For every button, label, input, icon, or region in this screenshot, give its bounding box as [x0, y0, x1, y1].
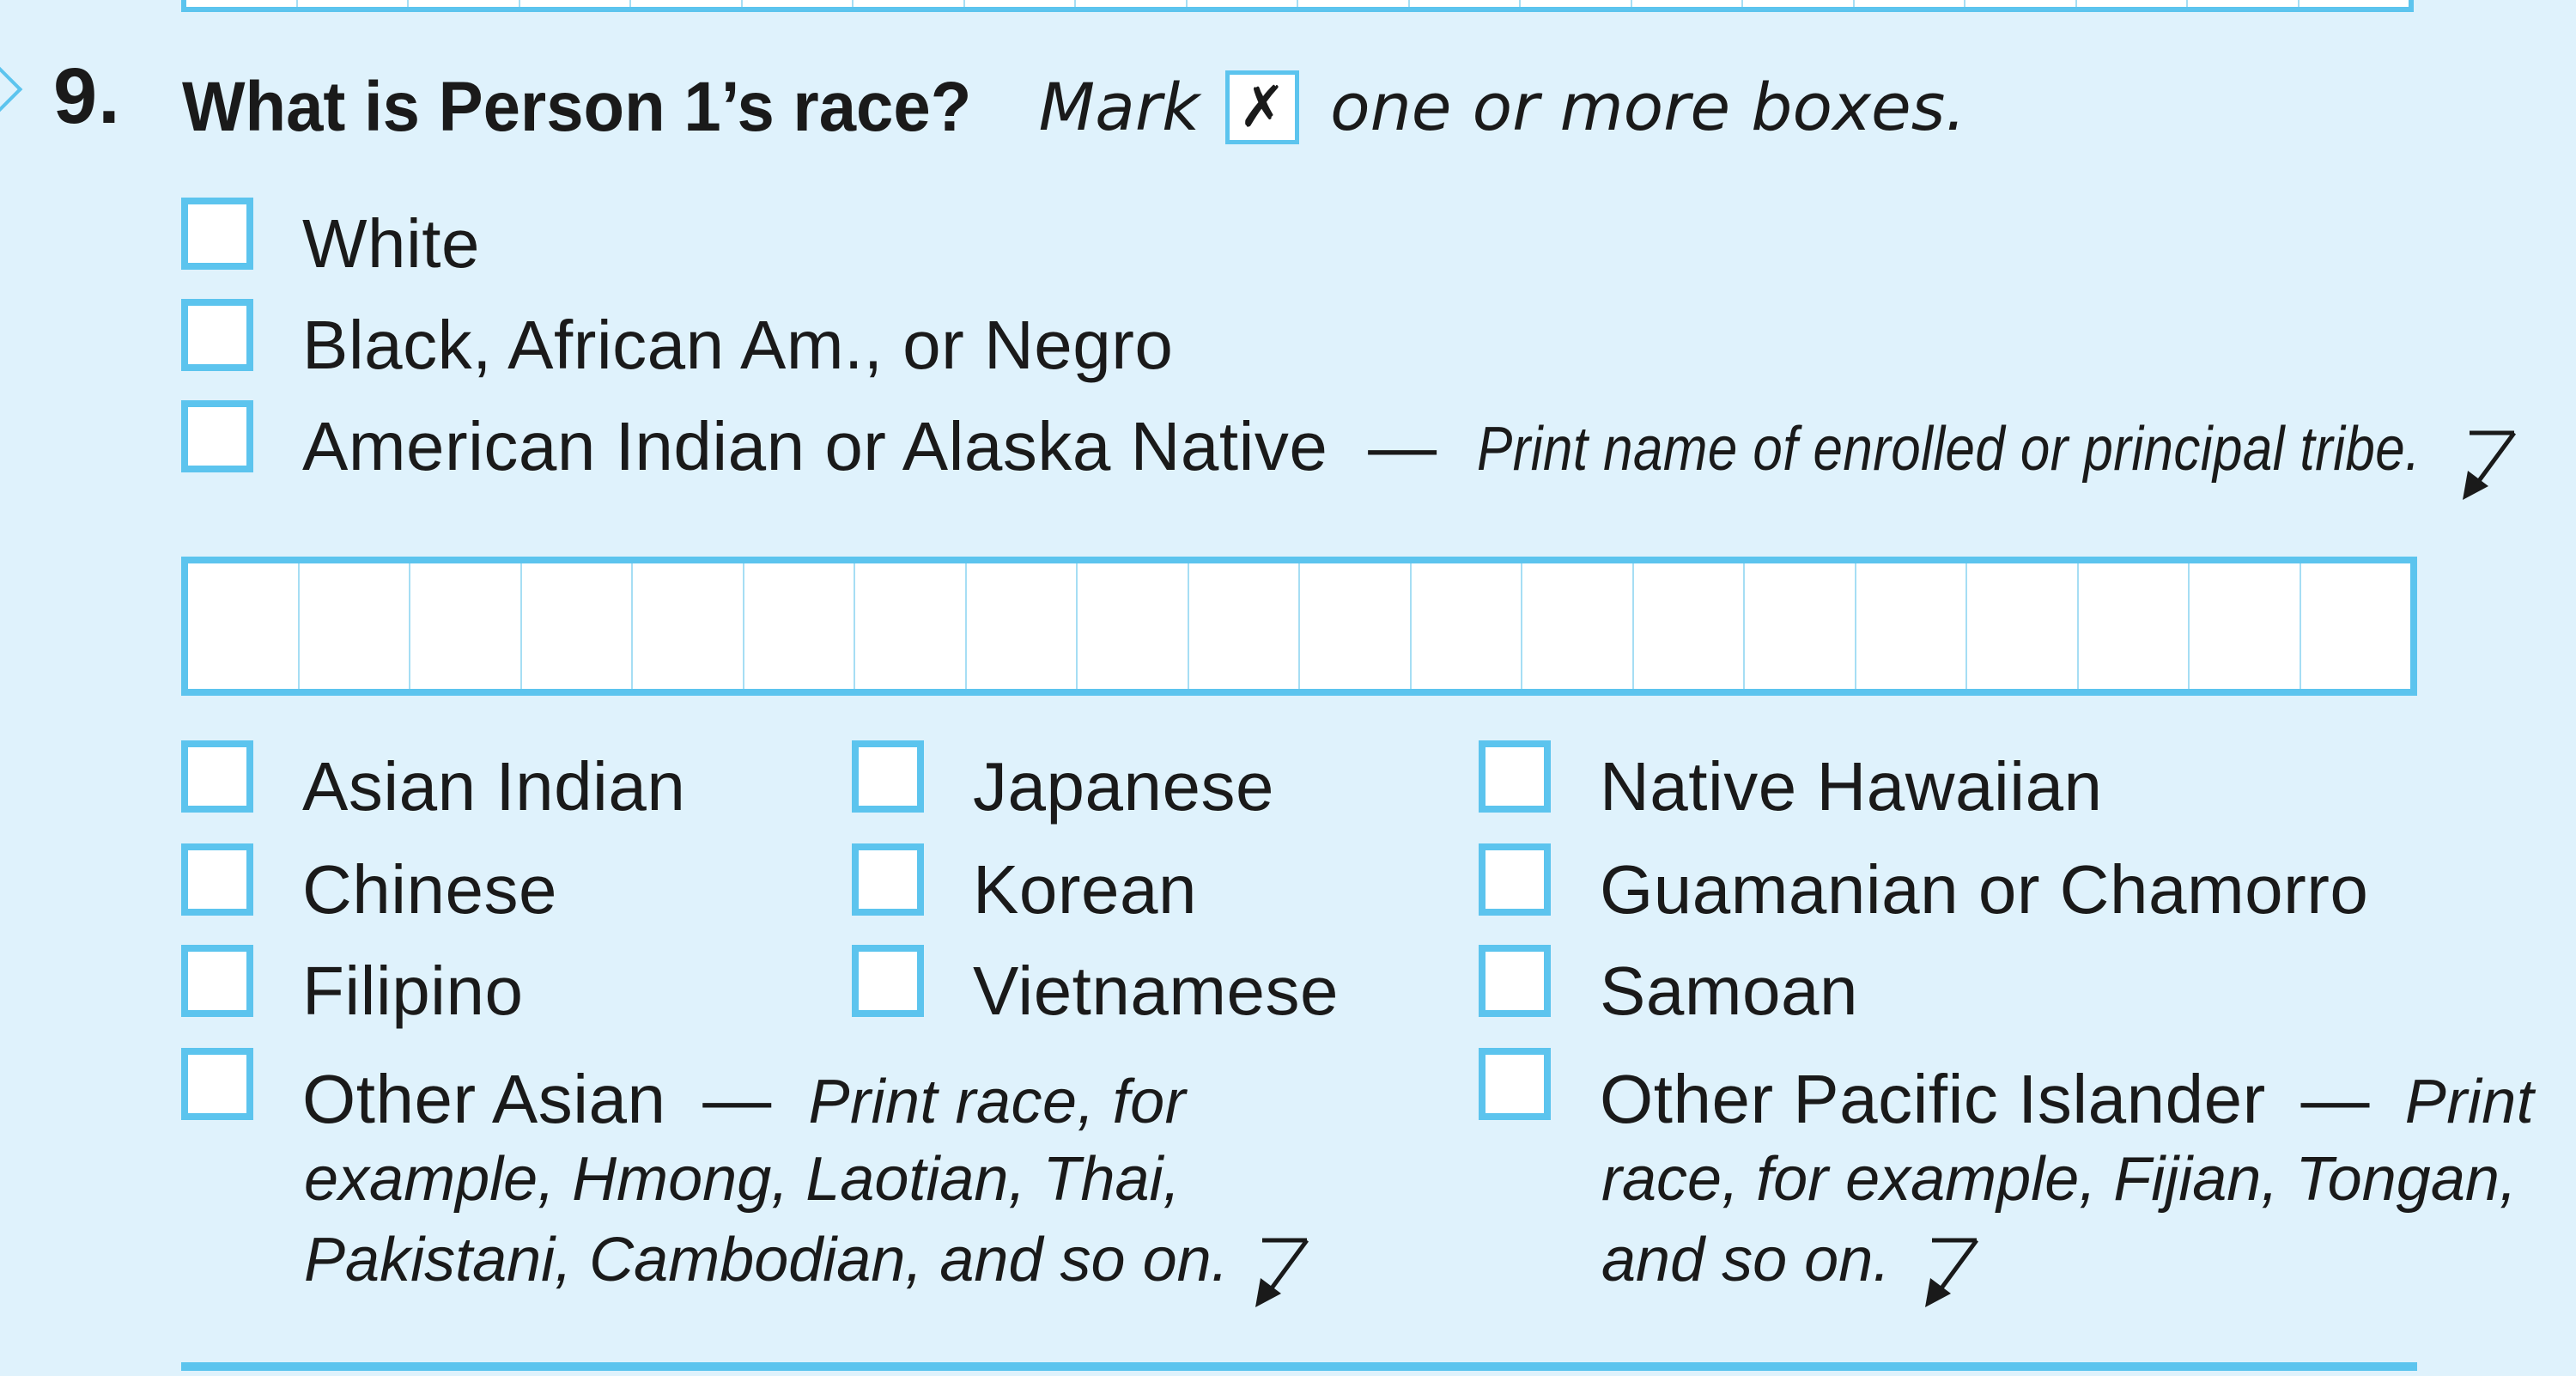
em-dash: — [2300, 1061, 2370, 1137]
other-pacific-note-line3: and so on. [1601, 1226, 1891, 1294]
checkbox-filipino[interactable] [181, 945, 253, 1017]
tribe-instruction: Print name of enrolled or principal trib… [1477, 415, 2421, 484]
checkbox-japanese[interactable] [852, 740, 924, 813]
checkbox-other-asian[interactable] [181, 1048, 253, 1120]
checkbox-vietnamese[interactable] [852, 945, 924, 1017]
question-number: 9. [53, 52, 121, 140]
option-label-other-asian: Other Asian [302, 1061, 666, 1137]
mark-word: Mark [1038, 69, 1200, 145]
down-left-arrow-icon [1255, 1238, 1309, 1307]
option-label-native-hawaiian: Native Hawaiian [1600, 748, 2103, 825]
option-label-asian-indian: Asian Indian [302, 748, 686, 825]
option-label-chinese: Chinese [302, 851, 558, 928]
em-dash: — [1368, 408, 1437, 484]
checkbox-american-indian[interactable] [181, 400, 253, 472]
down-left-arrow-icon [1925, 1238, 1979, 1307]
other-asian-note-line2: example, Hmong, Laotian, Thai, [304, 1145, 1181, 1214]
checkbox-chinese[interactable] [181, 843, 253, 916]
next-field-border [181, 1362, 2417, 1371]
x-mark-icon: ✗ [1238, 74, 1286, 140]
checkbox-korean[interactable] [852, 843, 924, 916]
checkbox-black[interactable] [181, 299, 253, 371]
option-american-indian: American Indian or Alaska Native — Print… [302, 412, 2574, 481]
other-pacific-note-line1: Print [2404, 1068, 2535, 1136]
checkbox-other-pacific[interactable] [1479, 1048, 1551, 1120]
option-label-vietnamese: Vietnamese [973, 953, 1340, 1029]
option-label-american-indian: American Indian or Alaska Native [302, 408, 1328, 484]
question-heading: What is Person 1’s race? Mark ✗ one or m… [182, 70, 1965, 144]
other-asian-note-line3: Pakistani, Cambodian, and so on. [304, 1226, 1229, 1294]
checkbox-asian-indian[interactable] [181, 740, 253, 813]
other-asian-note-line1: Print race, for [808, 1068, 1187, 1136]
down-left-arrow-icon [2463, 430, 2517, 500]
sample-marked-checkbox: ✗ [1225, 70, 1300, 144]
chevron-right-icon [0, 64, 23, 114]
em-dash: — [702, 1061, 772, 1137]
option-label-guamanian: Guamanian or Chamorro [1600, 851, 2369, 928]
option-label-korean: Korean [973, 851, 1197, 928]
option-label-white: White [302, 205, 480, 282]
checkbox-white[interactable] [181, 198, 253, 270]
other-pacific-note-line2: race, for example, Fijian, Tongan, [1601, 1145, 2517, 1214]
previous-answer-box[interactable] [181, 0, 2414, 12]
instruction-tail: one or more boxes. [1330, 69, 1966, 145]
option-label-japanese: Japanese [973, 748, 1274, 825]
option-other-pacific: Other Pacific Islander — Print [1600, 1062, 2534, 1142]
option-label-samoan: Samoan [1600, 953, 1858, 1029]
option-other-asian: Other Asian — Print race, for [302, 1062, 1186, 1142]
option-label-filipino: Filipino [302, 953, 524, 1029]
checkbox-samoan[interactable] [1479, 945, 1551, 1017]
option-label-black: Black, African Am., or Negro [302, 307, 1174, 383]
question-text: What is Person 1’s race? [182, 68, 972, 146]
option-label-other-pacific: Other Pacific Islander [1600, 1061, 2266, 1137]
tribe-write-in-field[interactable] [181, 557, 2417, 696]
checkbox-native-hawaiian[interactable] [1479, 740, 1551, 813]
checkbox-guamanian[interactable] [1479, 843, 1551, 916]
